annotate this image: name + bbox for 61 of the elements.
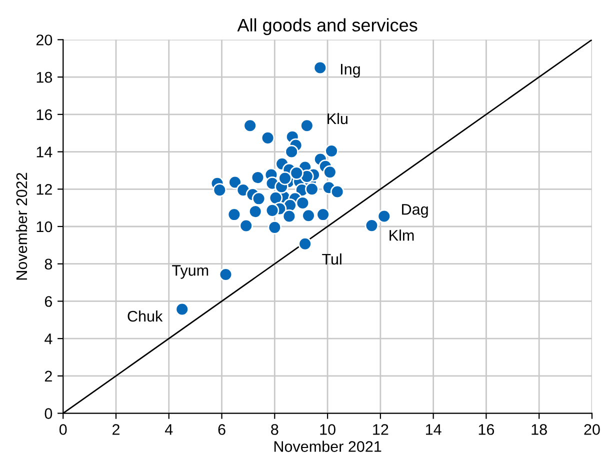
- point: [227, 208, 242, 222]
- point: [278, 171, 292, 186]
- annotation: Tul: [322, 253, 342, 265]
- point: [250, 170, 265, 184]
- x-tick-label: 4: [164, 424, 173, 435]
- point: [265, 204, 280, 218]
- y-tick-label: 2: [44, 370, 52, 382]
- point: [296, 196, 310, 210]
- x-tick-label: 20: [584, 424, 600, 435]
- x-tick-label: 8: [271, 424, 278, 435]
- x-tick-label: 14: [426, 424, 442, 435]
- chart-title: All goods and services: [237, 18, 418, 36]
- point: [324, 144, 338, 158]
- annotation: Dag: [402, 204, 428, 218]
- y-axis-title: November 2022: [16, 172, 28, 280]
- x-tick-label: 16: [478, 424, 494, 435]
- point: [323, 165, 337, 180]
- annotation: Klu: [328, 112, 348, 124]
- point: [290, 166, 304, 180]
- point: [248, 204, 262, 218]
- y-tick-label: 0: [44, 408, 52, 419]
- point: [239, 218, 254, 233]
- x-tick-label: 0: [59, 424, 67, 435]
- point: [302, 208, 316, 223]
- point: [377, 209, 392, 224]
- x-axis-title: November 2021: [274, 440, 382, 452]
- x-tick-label: 2: [112, 424, 120, 435]
- point: [313, 60, 328, 75]
- point: [284, 144, 298, 159]
- y-tick-label: 20: [36, 34, 52, 46]
- point: [305, 182, 319, 196]
- point: [364, 218, 379, 232]
- point: [218, 268, 233, 282]
- point: [243, 118, 257, 133]
- point: [252, 192, 266, 206]
- point: [228, 175, 242, 190]
- x-tick-label: 12: [373, 424, 388, 435]
- point: [298, 236, 312, 251]
- point: [282, 209, 296, 224]
- point: [260, 131, 275, 145]
- y-tick-label: 14: [36, 146, 52, 158]
- point: [212, 183, 227, 197]
- point: [175, 302, 190, 316]
- point: [316, 208, 330, 222]
- y-tick-label: 12: [36, 184, 52, 195]
- y-tick-label: 16: [36, 109, 52, 120]
- point: [300, 118, 314, 133]
- x-tick-label: 6: [218, 424, 226, 435]
- y-tick-label: 8: [44, 258, 52, 270]
- annotation: Klm: [390, 230, 414, 241]
- y-tick-label: 10: [36, 221, 52, 232]
- point: [330, 184, 344, 199]
- point: [268, 220, 282, 234]
- annotation: Ing: [340, 64, 360, 78]
- x-tick-label: 18: [532, 424, 547, 435]
- y-tick-label: 6: [44, 296, 52, 307]
- annotation: Chuk: [128, 310, 163, 322]
- x-tick-label: 10: [320, 424, 336, 435]
- y-tick-label: 18: [36, 72, 52, 83]
- annotation: Tyum: [172, 265, 208, 279]
- y-tick-label: 4: [44, 334, 52, 344]
